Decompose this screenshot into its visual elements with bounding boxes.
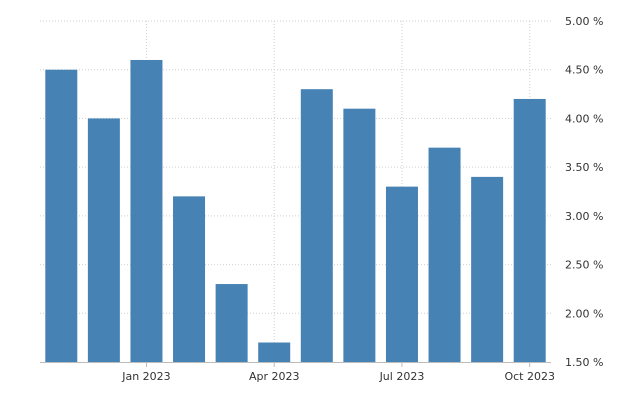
x-tick-label: Jul 2023 [379,370,425,383]
bar-feb-2023[interactable] [173,196,206,362]
y-tick-label: 3.50 % [565,161,603,174]
bar-jan-2023[interactable] [130,59,163,362]
bar-apr-2023[interactable] [258,342,291,362]
y-tick-label: 5.00 % [565,15,603,28]
x-tick-label: Oct 2023 [504,370,555,383]
x-tick-label: Jan 2023 [121,370,170,383]
y-tick-label: 1.50 % [565,356,603,369]
y-tick-label: 4.00 % [565,112,603,125]
bar-sep-2023[interactable] [471,176,504,362]
x-tick-label: Apr 2023 [249,370,300,383]
axes: 1.50 % 2.00 % 2.50 % 3.00 % 3.50 % 4.00 % 4.50… [40,15,603,383]
bar-nov-2022[interactable] [45,69,78,362]
y-tick-label: 2.00 % [565,307,603,320]
y-tick-label: 3.00 % [565,210,603,223]
bar-mar-2023[interactable] [215,284,248,362]
bar-dec-2022[interactable] [87,118,120,362]
bar-jun-2023[interactable] [343,108,376,362]
y-tick-label: 4.50 % [565,64,603,77]
bar-jul-2023[interactable] [385,186,418,362]
y-tick-label: 2.50 % [565,259,603,272]
bar-oct-2023[interactable] [513,98,546,362]
bars [45,59,546,362]
grid-lines [40,20,551,362]
bar-may-2023[interactable] [300,89,333,362]
bar-aug-2023[interactable] [428,147,461,362]
